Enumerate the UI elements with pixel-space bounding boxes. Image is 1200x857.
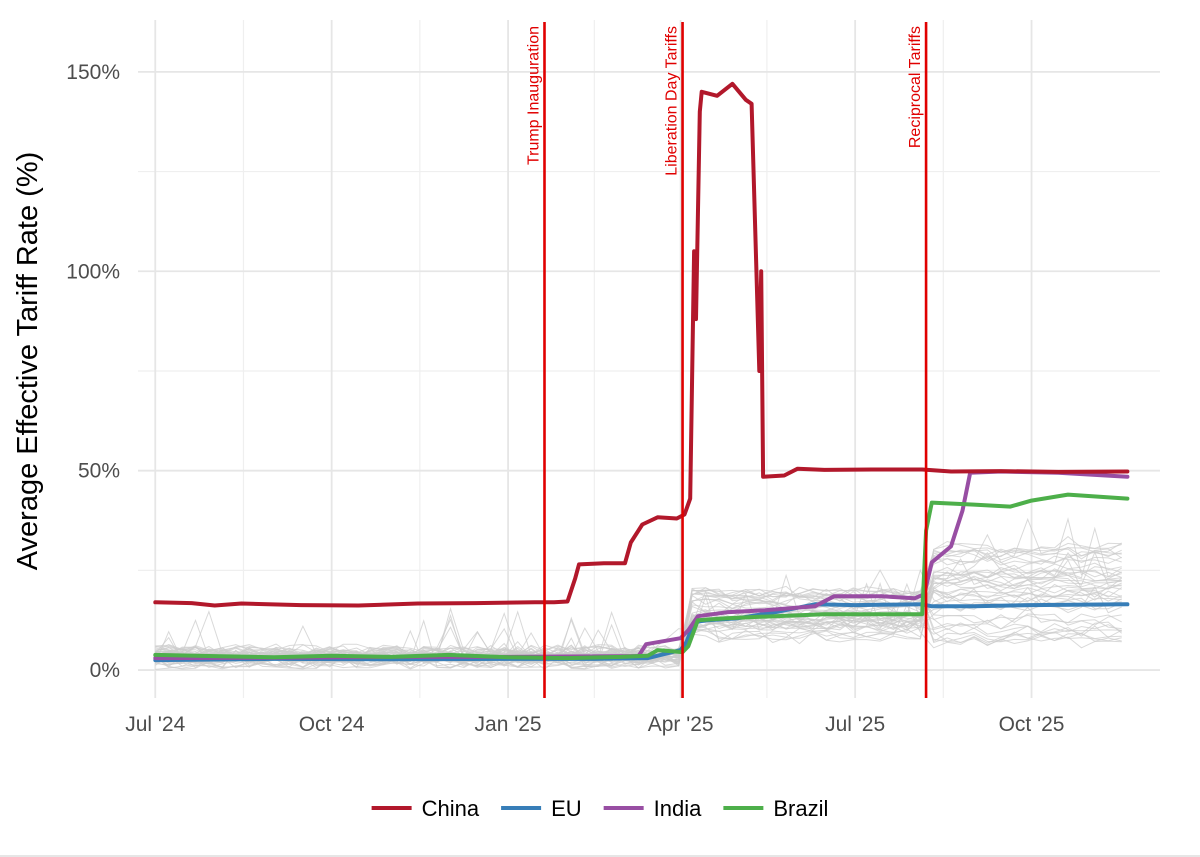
x-tick-label: Jan '25: [475, 713, 542, 736]
event-label: Trump Inauguration: [525, 26, 542, 165]
series-lines: [153, 81, 1130, 663]
legend: China EU India Brazil: [371, 796, 828, 821]
other-country-line: [155, 568, 1122, 657]
other-country-line: [155, 618, 1122, 659]
other-country-line: [155, 585, 1122, 658]
series-line-brazil: [153, 492, 1130, 661]
y-tick-label: 0%: [90, 659, 120, 682]
x-axis-tick-labels: Jul '24 Oct '24 Jan '25 Apr '25 Jul '25 Oct '…: [125, 713, 1064, 736]
x-tick-label: Oct '24: [299, 713, 365, 736]
legend-label-brazil: Brazil: [773, 796, 828, 821]
event-label: Reciprocal Tariffs: [907, 26, 924, 148]
other-country-line: [155, 546, 1122, 660]
legend-label-eu: EU: [551, 796, 582, 821]
legend-label-india: India: [654, 796, 702, 821]
y-axis-title: Average Effective Tariff Rate (%): [12, 152, 44, 571]
legend-label-china: China: [422, 796, 480, 821]
series-line-china: [153, 81, 1130, 608]
y-axis-tick-labels: 0% 50% 100% 150%: [66, 61, 120, 682]
x-tick-label: Oct '25: [999, 713, 1065, 736]
y-tick-label: 150%: [66, 61, 120, 84]
event-markers: Trump Inauguration Liberation Day Tariffs…: [525, 22, 928, 698]
y-tick-label: 50%: [78, 460, 120, 483]
x-tick-label: Apr '25: [648, 713, 714, 736]
x-tick-label: Jul '24: [125, 713, 185, 736]
x-tick-label: Jul '25: [825, 713, 885, 736]
minor-gridlines: [138, 20, 1160, 698]
other-countries-lines: [154, 517, 1123, 671]
y-tick-label: 100%: [66, 260, 120, 283]
bottom-divider: [0, 855, 1200, 857]
event-label: Liberation Day Tariffs: [664, 26, 681, 176]
